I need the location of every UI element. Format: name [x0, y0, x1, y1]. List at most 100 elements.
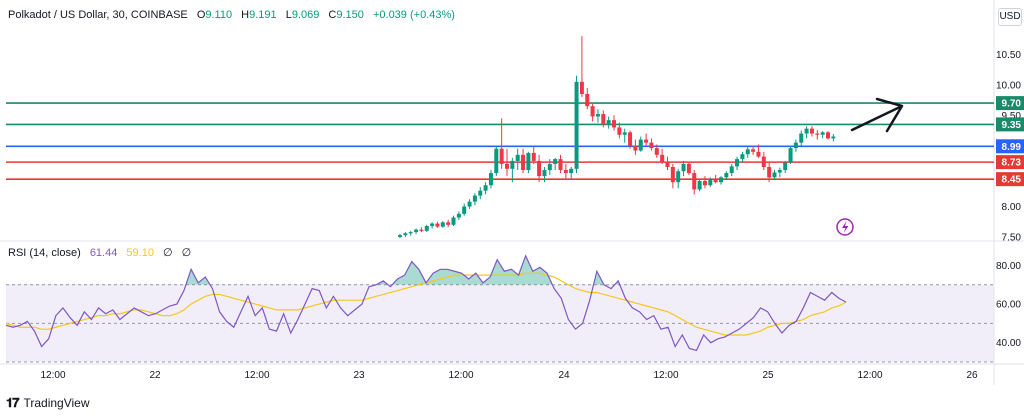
arrow-up-right-icon — [850, 97, 904, 133]
candle-body — [713, 179, 718, 183]
candle-body — [708, 179, 713, 186]
price-tick-label: 10.00 — [996, 80, 1021, 91]
candle-body — [494, 148, 499, 174]
candle-body — [772, 172, 777, 178]
candle-body — [686, 163, 691, 174]
candle-body — [595, 114, 600, 117]
rsi-tick-label: 80.00 — [996, 261, 1021, 272]
candle-body — [531, 152, 536, 161]
candle-body — [419, 229, 424, 231]
candle-body — [558, 159, 563, 171]
candle-body — [799, 133, 804, 143]
currency-button[interactable]: USD — [998, 8, 1022, 26]
chart-header: Polkadot / US Dollar, 30, COINBASE O9.11… — [8, 9, 461, 21]
lightning-bolt — [842, 221, 849, 233]
rsi-ma-value: 59.10 — [126, 247, 154, 259]
candle-body — [809, 128, 814, 134]
candle-body — [633, 145, 638, 151]
candle-body — [601, 114, 606, 125]
candle-body — [820, 132, 825, 135]
candle-body — [515, 154, 520, 161]
candle-body — [606, 120, 611, 125]
candle-body — [692, 173, 697, 190]
candle-body — [783, 162, 788, 171]
candle-body — [745, 149, 750, 155]
candle-body — [456, 213, 461, 218]
rsi-line — [5, 254, 847, 352]
candle-body — [831, 136, 836, 139]
candle-body — [815, 133, 820, 135]
rsi-extra-2: ∅ — [181, 247, 192, 259]
candle-body — [665, 161, 670, 167]
candle-body — [478, 190, 483, 196]
candle-body — [767, 166, 772, 178]
level-tag-label: 8.45 — [1002, 175, 1022, 186]
candle-body — [681, 163, 686, 172]
high-value: 9.191 — [249, 9, 277, 21]
candle-body — [446, 222, 451, 225]
candle-body — [398, 235, 402, 237]
candle-body — [702, 180, 707, 186]
candle-body — [467, 201, 472, 207]
price-tick-label: 7.50 — [1002, 232, 1022, 243]
candle-body — [644, 139, 649, 143]
price-tick-label: 8.00 — [1002, 202, 1022, 213]
candle-body — [526, 152, 531, 171]
high-label: H — [241, 9, 250, 21]
lightning-icon — [836, 218, 854, 236]
symbol-title[interactable]: Polkadot / US Dollar, 30, COINBASE — [8, 9, 188, 21]
candle-body — [638, 139, 643, 151]
candle-body — [697, 180, 702, 190]
candle-body — [793, 142, 798, 149]
time-tick-label: 12:00 — [40, 370, 65, 381]
level-tag-label: 9.35 — [1002, 120, 1022, 131]
candle-body — [788, 148, 793, 163]
candle-body — [424, 226, 429, 231]
candle-body — [403, 233, 408, 236]
time-tick-label: 12:00 — [448, 370, 473, 381]
rsi-title[interactable]: RSI (14, close) — [8, 247, 81, 259]
level-tag — [996, 139, 1024, 154]
candle-body — [499, 148, 504, 164]
candle-body — [670, 166, 675, 183]
candle-body — [654, 148, 659, 155]
candle-body — [574, 81, 579, 169]
rsi-value: 61.44 — [89, 247, 118, 259]
level-tag — [996, 96, 1024, 111]
candle-body — [569, 168, 574, 174]
candle-body — [547, 163, 552, 171]
close-value: 9.150 — [336, 9, 364, 21]
candle-body — [719, 177, 723, 183]
candle-body — [553, 159, 558, 164]
price-tick-label: 10.50 — [996, 50, 1021, 61]
candle-body — [521, 154, 526, 171]
level-tag — [996, 117, 1024, 132]
tradingview-logo[interactable]: 𝟏𝟕 TradingView — [6, 395, 90, 411]
candle-body — [649, 142, 654, 149]
candle-body — [761, 156, 766, 167]
candle-body — [510, 160, 515, 169]
level-tag — [996, 155, 1024, 170]
candle-body — [724, 173, 729, 178]
candle-body — [777, 170, 782, 173]
candle-body — [622, 132, 627, 135]
level-tag-label: 9.70 — [1002, 99, 1022, 110]
candle-body — [462, 206, 467, 214]
candle-body — [612, 120, 616, 128]
rsi-header: RSI (14, close) 61.44 59.10 ∅ ∅ — [8, 246, 191, 259]
logo-text: TradingView — [23, 396, 90, 410]
time-tick-label: 12:00 — [857, 370, 882, 381]
candle-body — [451, 217, 456, 225]
time-tick-label: 26 — [966, 370, 978, 381]
candle-body — [563, 170, 568, 174]
candle-body — [590, 106, 595, 117]
time-tick-label: 23 — [353, 370, 365, 381]
candle-body — [537, 160, 542, 177]
low-value: 9.069 — [291, 9, 320, 21]
candle-body — [440, 222, 445, 227]
candle-body — [660, 154, 665, 162]
candle-body — [483, 185, 488, 191]
candle-body — [751, 149, 756, 152]
time-tick-label: 12:00 — [653, 370, 678, 381]
